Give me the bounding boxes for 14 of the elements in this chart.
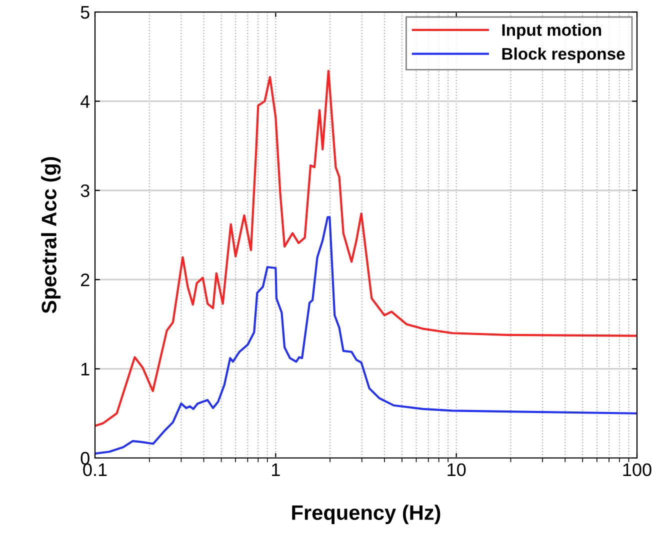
x-tick-label: 0.1	[83, 463, 107, 476]
legend-label: Input motion	[502, 24, 602, 40]
x-tick-label: 10	[448, 463, 466, 476]
x-axis-title: Frequency (Hz)	[292, 504, 440, 524]
y-tick-label: 5	[80, 6, 90, 19]
y-tick-label: 4	[80, 95, 90, 108]
legend-label: Block response	[502, 48, 625, 64]
y-axis-title: Spectral Acc (g)	[41, 157, 61, 314]
x-tick-label: 100	[623, 463, 652, 476]
x-tick-label: 1	[272, 464, 280, 476]
y-tick-label: 0	[80, 452, 90, 465]
y-tick-label: 3	[80, 184, 90, 198]
y-tick-label: 1	[81, 362, 90, 376]
y-tick-label: 2	[81, 274, 90, 286]
